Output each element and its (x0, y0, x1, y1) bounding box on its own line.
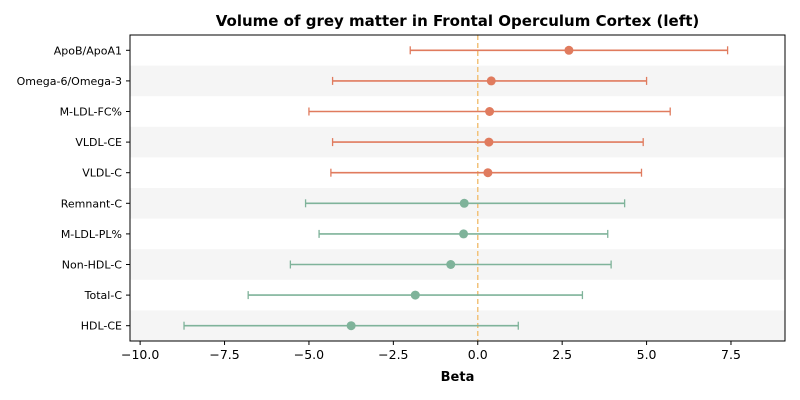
estimate-row (318, 229, 609, 239)
estimate-row (289, 260, 612, 269)
beta-point (564, 45, 574, 55)
x-tick-label: −2.5 (378, 347, 408, 362)
y-tick-label: VLDL-C (82, 167, 122, 180)
y-tick-label: Omega-6/Omega-3 (17, 75, 122, 88)
y-tick-label: Non-HDL-C (62, 259, 123, 272)
x-tick-label: 2.5 (552, 347, 572, 362)
beta-point (484, 137, 494, 147)
beta-point (483, 168, 493, 178)
estimate-row (304, 198, 626, 208)
estimate-row (247, 290, 584, 300)
y-tick-label: VLDL-CE (75, 136, 122, 149)
x-tick-label: −5.0 (294, 347, 324, 362)
chart-title: Volume of grey matter in Frontal Opercul… (216, 12, 700, 30)
beta-point (459, 229, 469, 239)
beta-point (486, 76, 496, 86)
y-tick-label: M-LDL-PL% (61, 228, 122, 241)
beta-point (346, 321, 356, 331)
y-tick-label: Remnant-C (61, 197, 123, 210)
estimate-row (330, 168, 643, 178)
estimate-row (308, 107, 671, 116)
x-tick-label: 5.0 (637, 347, 657, 362)
beta-point (410, 290, 420, 300)
y-tick-label: Total-C (84, 289, 123, 302)
estimate-row (331, 76, 648, 86)
x-tick-label: 7.5 (721, 347, 741, 362)
x-tick-label: −10.0 (121, 347, 159, 362)
x-axis: −10.0 −7.5 −5.0 −2.5 0.0 2.5 5.0 7.5 (121, 341, 741, 362)
x-axis-label: Beta (441, 370, 475, 385)
y-tick-label: HDL-CE (81, 320, 122, 333)
x-tick-label: −7.5 (209, 347, 239, 362)
y-tick-label: M-LDL-FC% (60, 106, 122, 119)
beta-point (485, 107, 495, 116)
y-tick-label: ApoB/ApoA1 (54, 44, 122, 57)
y-axis: ApoB/ApoA1 Omega-6/Omega-3 M-LDL-FC% VLDL-C… (17, 44, 130, 333)
estimate-row (183, 321, 519, 331)
beta-point (446, 260, 456, 269)
estimate-row (409, 45, 729, 55)
estimate-marks (183, 45, 729, 331)
plot-frame (129, 34, 786, 342)
estimate-row (331, 137, 644, 147)
x-tick-label: 0.0 (468, 347, 488, 362)
beta-point (459, 198, 469, 208)
